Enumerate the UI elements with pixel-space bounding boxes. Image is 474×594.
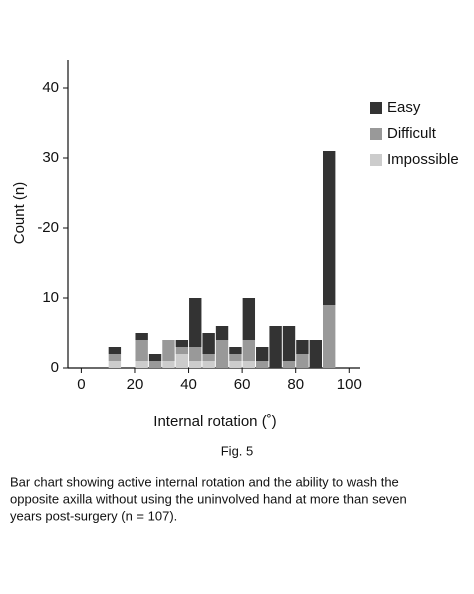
caption-line: years post-surgery (n = 107). [10,508,177,523]
bar-segment [162,361,175,368]
y-tick-label: -20 [37,219,59,236]
bar-segment [175,340,189,347]
legend-swatch [370,154,382,166]
caption-line: Bar chart showing active internal rotati… [10,474,399,489]
bar-segment [309,340,322,368]
bar-segment [229,361,242,368]
bar-segment [256,347,269,361]
bar-segment [189,361,202,368]
bar-segment [215,340,229,368]
x-tick-label: 60 [234,376,251,393]
figure-label: Fig. 5 [221,443,254,458]
bar-segment [229,347,242,354]
bar-segment [189,298,202,347]
bar-segment [175,347,189,354]
y-tick-label: 10 [42,289,59,306]
bar-segment [229,354,242,361]
bar-segment [108,354,122,361]
x-tick-label: 80 [287,376,304,393]
bar-segment [282,361,296,368]
bar-segment [108,347,122,354]
bar-segment [256,361,269,368]
legend-label: Impossible [387,151,459,168]
bar-segment [202,361,215,368]
legend-label: Easy [387,99,421,116]
legend-swatch [370,102,382,114]
x-tick-label: 0 [77,376,85,393]
bar-segment [162,340,175,361]
bar-segment [202,354,215,361]
bar-segment [175,354,189,368]
bar-segment [135,340,148,361]
caption-line: opposite axilla without using the uninvo… [10,491,407,506]
y-axis-title: Count (n) [11,182,28,245]
y-tick-label: 30 [42,149,59,166]
bar-segment [135,361,148,368]
bar-segment [148,361,162,368]
bar-segment [215,326,229,340]
legend-label: Difficult [387,125,437,142]
bar-segment [108,361,122,368]
bar-segment [189,347,202,361]
bar-segment [322,305,336,368]
bar-segment [135,333,148,340]
x-tick-label: 40 [180,376,197,393]
bar-segment [269,326,282,368]
bar-segment [322,151,336,305]
bar-segment [282,326,296,361]
bar-segment [242,340,256,361]
x-axis-title: Internal rotation (˚) [153,413,276,430]
bar-segment [202,333,215,354]
bar-segment [242,298,256,340]
bar-segment [296,354,309,368]
x-tick-label: 100 [337,376,362,393]
x-tick-label: 20 [127,376,144,393]
bar-segment [148,354,162,361]
y-tick-label: 0 [51,359,59,376]
legend-swatch [370,128,382,140]
bar-segment [296,340,309,354]
y-tick-label: 40 [42,79,59,96]
bar-segment [242,361,256,368]
